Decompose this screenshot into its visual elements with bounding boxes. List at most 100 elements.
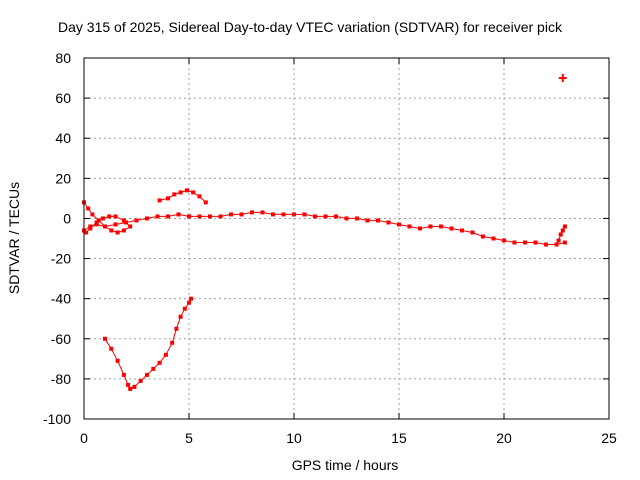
data-point xyxy=(109,228,114,233)
data-point xyxy=(103,224,107,229)
data-point xyxy=(187,214,191,219)
data-point xyxy=(178,314,183,319)
grid xyxy=(84,58,609,419)
data-point xyxy=(113,214,118,219)
data-point xyxy=(170,340,175,345)
data-point xyxy=(145,372,149,377)
data-point xyxy=(94,220,99,225)
data-point xyxy=(166,214,170,219)
data-point xyxy=(191,190,196,195)
data-point xyxy=(155,214,160,219)
data-point xyxy=(418,226,422,231)
data-point xyxy=(115,358,120,363)
data-point xyxy=(439,224,443,229)
data-point xyxy=(197,194,202,199)
data-point xyxy=(113,222,118,227)
series-layer xyxy=(82,74,567,391)
data-point xyxy=(208,214,212,219)
data-point xyxy=(292,212,296,217)
data-point xyxy=(239,212,244,217)
data-point xyxy=(334,214,338,219)
data-point xyxy=(103,336,107,341)
data-point xyxy=(184,188,189,193)
y-tick-label: -100 xyxy=(43,411,71,427)
data-point xyxy=(562,240,567,245)
plot-frame xyxy=(83,57,610,420)
data-point xyxy=(558,232,563,237)
data-point xyxy=(166,196,170,201)
y-tick-label: 40 xyxy=(55,130,71,146)
data-point xyxy=(88,224,93,229)
data-point xyxy=(323,214,328,219)
data-point xyxy=(523,240,527,245)
data-point xyxy=(187,300,191,305)
data-point xyxy=(145,216,149,221)
data-point xyxy=(151,366,156,371)
data-point xyxy=(100,216,105,221)
data-point xyxy=(376,218,380,223)
data-point xyxy=(163,352,168,357)
chart-title: Day 315 of 2025, Sidereal Day-to-day VTE… xyxy=(58,19,563,35)
data-point xyxy=(94,222,99,227)
data-point xyxy=(134,218,139,223)
data-point xyxy=(407,224,412,229)
data-point xyxy=(449,226,454,231)
data-point xyxy=(109,346,114,351)
data-point xyxy=(397,222,401,227)
data-point xyxy=(554,242,559,247)
data-point xyxy=(138,378,143,383)
series-main-trend-scatter xyxy=(83,211,566,245)
data-point xyxy=(460,228,464,233)
data-point xyxy=(86,206,91,211)
data-point xyxy=(121,228,126,233)
data-point xyxy=(174,326,179,331)
y-tick-label: -80 xyxy=(51,371,71,387)
y-axis-label: SDTVAR / TECUs xyxy=(6,182,22,294)
data-point xyxy=(302,212,307,217)
data-point xyxy=(355,216,359,221)
y-tick-label: 20 xyxy=(55,170,71,186)
data-point xyxy=(260,210,265,215)
data-point xyxy=(197,214,202,219)
data-point xyxy=(344,216,349,221)
data-point xyxy=(544,242,548,247)
y-tick-label: -60 xyxy=(51,331,71,347)
data-point xyxy=(313,214,317,219)
data-point xyxy=(157,198,162,203)
x-tick-label: 25 xyxy=(601,430,617,446)
data-point xyxy=(491,236,496,241)
data-point xyxy=(556,238,561,243)
x-tick-label: 5 xyxy=(185,430,193,446)
data-point xyxy=(132,384,137,389)
data-point xyxy=(470,230,475,235)
series-early-lobe-scatter xyxy=(83,202,131,233)
x-axis-label: GPS time / hours xyxy=(292,457,399,473)
data-point xyxy=(90,212,95,217)
y-tick-label: 0 xyxy=(63,210,71,226)
data-point xyxy=(218,214,223,219)
data-point xyxy=(178,190,183,195)
data-point xyxy=(533,240,538,245)
data-point xyxy=(88,226,93,231)
data-point xyxy=(560,228,565,233)
x-tick-label: 0 xyxy=(80,430,88,446)
data-point xyxy=(512,240,517,245)
x-tick-label: 10 xyxy=(286,430,302,446)
data-point xyxy=(121,372,126,377)
data-point xyxy=(481,234,485,239)
data-point xyxy=(365,218,370,223)
data-point xyxy=(502,238,506,243)
data-point xyxy=(172,192,177,197)
data-point xyxy=(176,212,181,217)
y-tick-label: 60 xyxy=(55,90,71,106)
data-point xyxy=(428,224,433,229)
axis-ticks xyxy=(83,57,610,420)
data-point xyxy=(562,224,567,229)
data-point xyxy=(229,212,233,217)
x-tick-label: 15 xyxy=(391,430,407,446)
data-point xyxy=(250,210,254,215)
data-point xyxy=(107,214,112,219)
y-tick-label: -40 xyxy=(51,291,71,307)
data-point xyxy=(182,306,187,311)
